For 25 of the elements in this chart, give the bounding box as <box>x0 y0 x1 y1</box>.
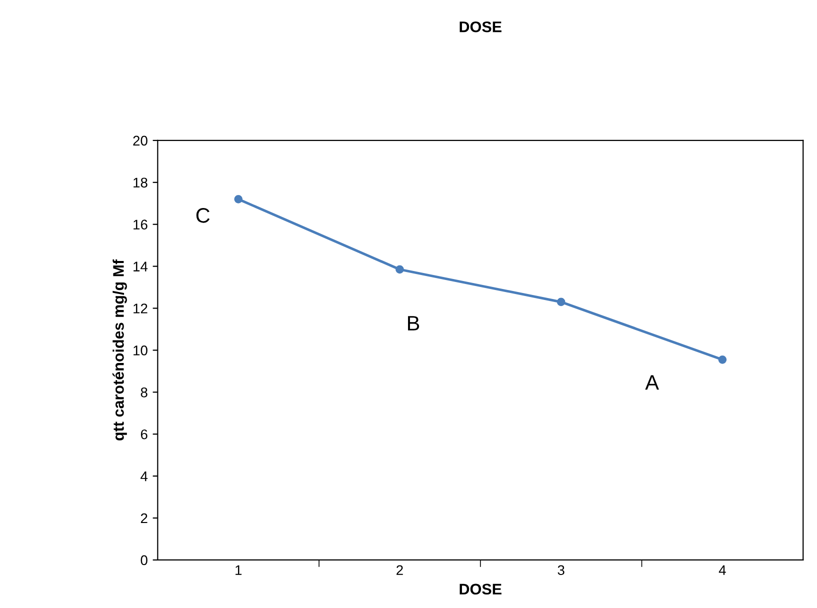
y-tick-label: 2 <box>140 513 148 524</box>
annotation: C <box>196 208 210 223</box>
y-axis-title: qtt caroténoides mg/g Mf <box>112 259 127 440</box>
point <box>718 355 727 364</box>
y-tick-label: 12 <box>134 304 148 314</box>
x-axis-title: DOSE <box>460 584 502 595</box>
y-tick-label: 0 <box>140 555 148 566</box>
annotation: B <box>408 316 420 330</box>
point <box>396 265 404 274</box>
y-tick-label: 10 <box>134 346 148 356</box>
point <box>234 195 243 204</box>
y-tick-label: 8 <box>140 387 148 398</box>
y-tick-label: 14 <box>134 262 148 272</box>
point <box>556 298 566 306</box>
chart-title: DOSE <box>460 21 502 32</box>
y-tick-label: 6 <box>140 429 148 440</box>
y-tick-label: 4 <box>140 472 148 482</box>
annotation: A <box>645 375 659 390</box>
x-tick-label: 2 <box>396 565 403 575</box>
y-tick-label: 18 <box>134 178 148 188</box>
x-tick-label: 1 <box>236 565 242 575</box>
y-tick-label: 20 <box>133 136 148 146</box>
x-tick-label: 4 <box>718 565 726 575</box>
y-tick-label: 16 <box>134 220 148 230</box>
x-tick-label: 3 <box>558 565 564 576</box>
